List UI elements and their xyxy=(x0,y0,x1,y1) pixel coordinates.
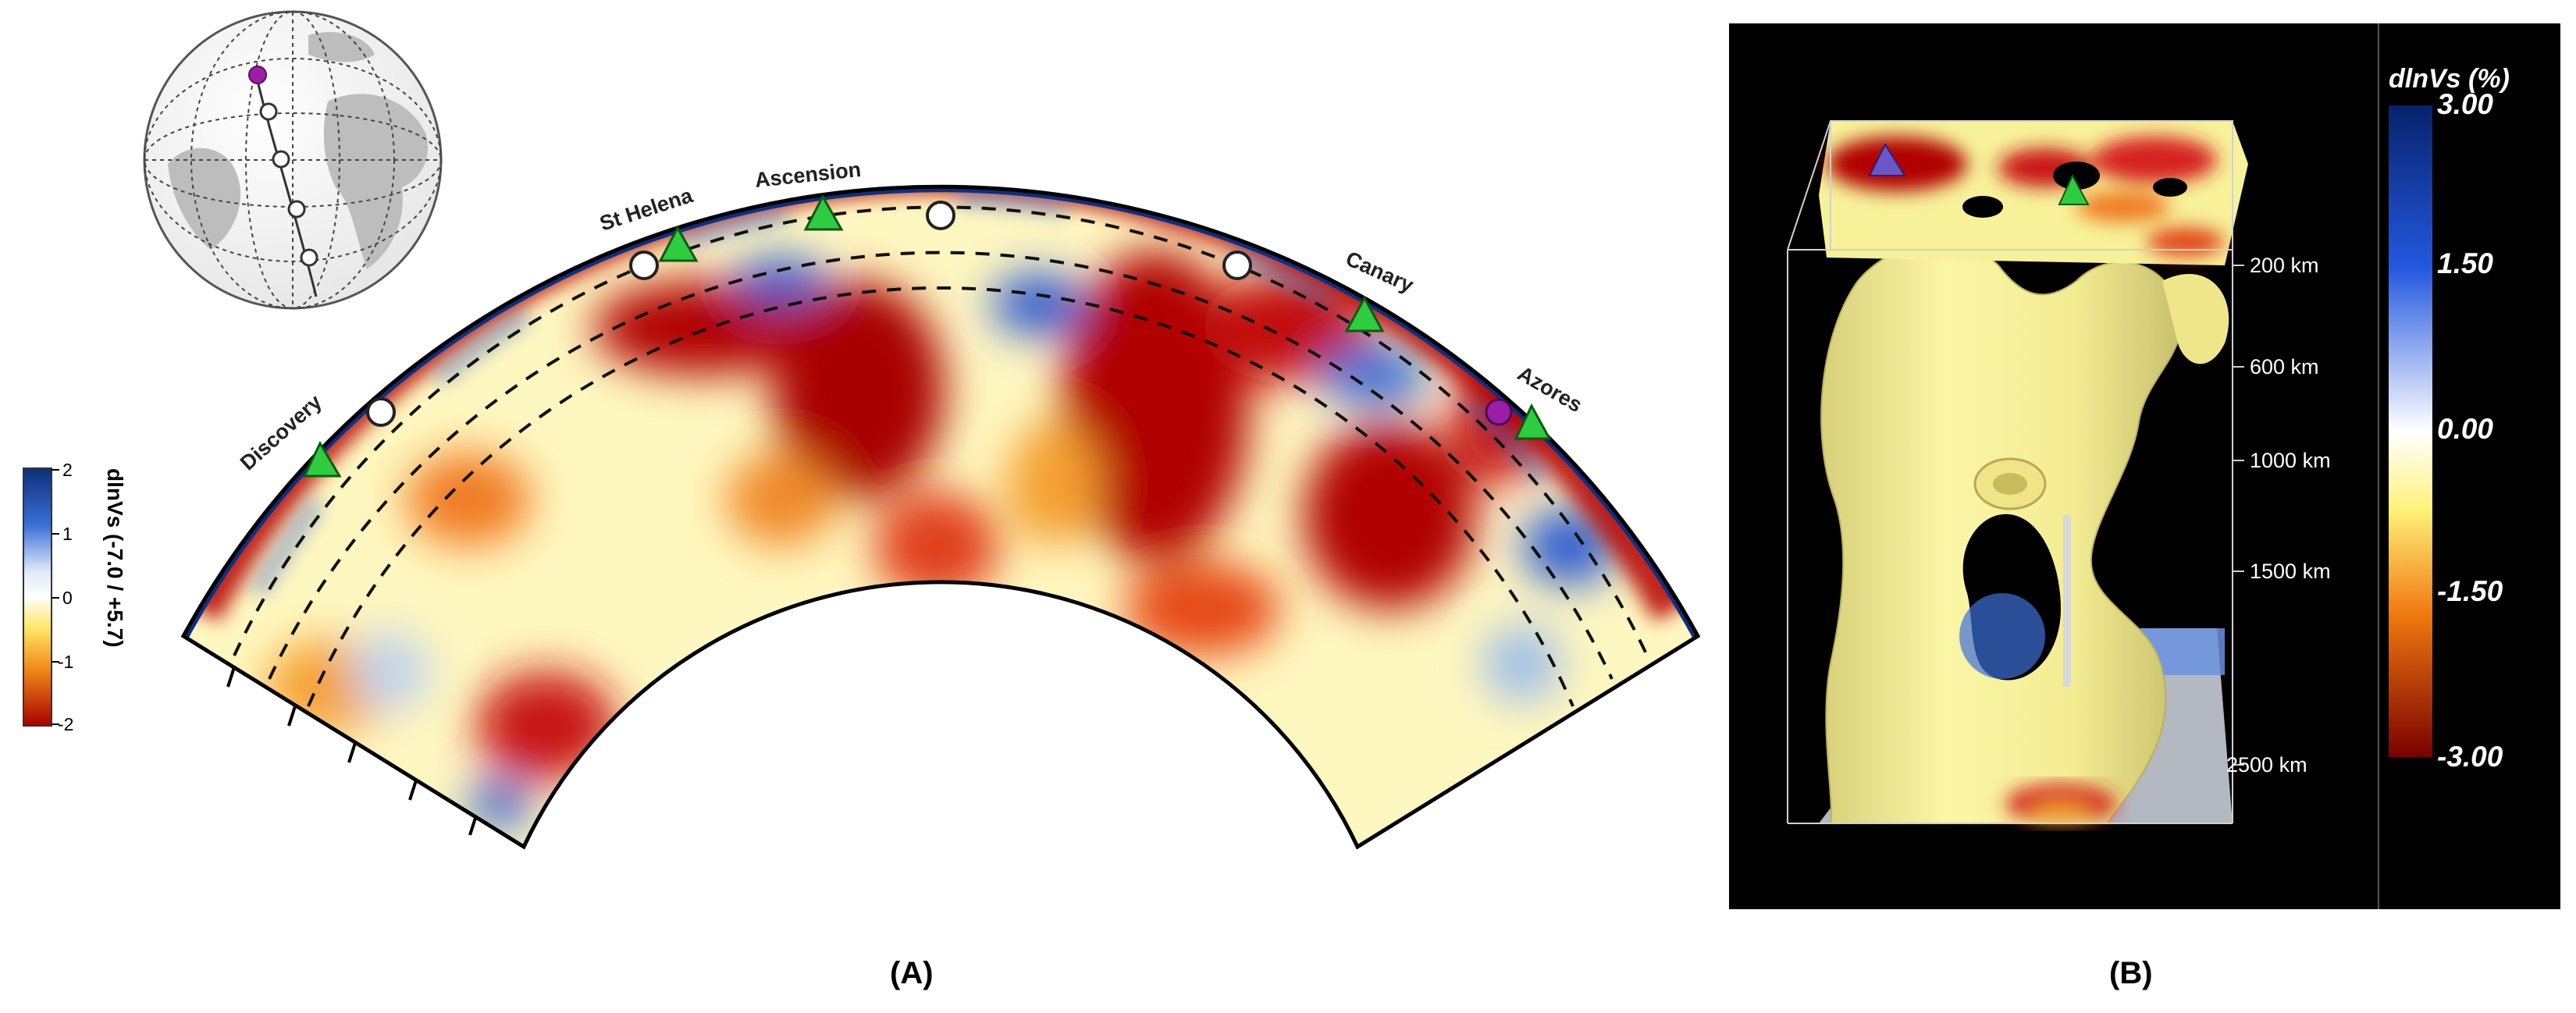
source-marker-3d xyxy=(1868,142,1906,176)
colorbar-b-tick-1-5: 1.50 xyxy=(2437,247,2493,279)
colorbar-b-title: dlnVs (%) xyxy=(2389,64,2510,94)
depth-labels: 200 km 600 km 1000 km 1500 km 2500 km xyxy=(2226,254,2331,777)
hotspot-label-azores: Azores xyxy=(1514,361,1586,417)
plume-isosurface-3d xyxy=(1787,120,2248,824)
depth-label-200: 200 km xyxy=(2250,254,2319,277)
colorbar-b-tick-neg3: -3.00 xyxy=(2437,741,2503,773)
colorbar-a-tick-neg1: -1 xyxy=(58,652,73,672)
panel-b-label: (B) xyxy=(2109,956,2153,990)
colorbar-a-tick-neg2: -2 xyxy=(58,714,73,734)
panel-a-label: (A) xyxy=(890,956,934,990)
colorbar-a-title: dlnVs (-7.0 / +5.7) xyxy=(103,468,127,648)
colorbar-b-tick-3: 3.00 xyxy=(2437,88,2493,120)
depth-label-1500: 1500 km xyxy=(2250,560,2331,583)
tomography-cross-section xyxy=(180,184,1701,850)
hotspot-markers xyxy=(302,194,1552,478)
depth-label-2500: 2500 km xyxy=(2226,753,2307,777)
colorbar-a: 2 1 0 -1 -2 dlnVs (-7.0 / +5.7) xyxy=(23,460,127,734)
hotspot-marker-canary xyxy=(1344,295,1385,332)
panel-a: Discovery St Helena Ascension Canary Azo… xyxy=(23,10,1701,990)
inset-globe xyxy=(143,10,443,310)
hotspot-marker-ascension xyxy=(803,194,844,231)
hotspot-label-canary: Canary xyxy=(1343,247,1418,297)
hotspot-marker-azores xyxy=(1514,403,1552,440)
depth-label-600: 600 km xyxy=(2250,355,2319,379)
hotspot-marker-3d xyxy=(2058,173,2090,205)
azores-source-marker xyxy=(1485,398,1513,426)
colorbar-b-tick-0: 0.00 xyxy=(2437,413,2493,445)
colorbar-b-tick-neg1-5: -1.50 xyxy=(2437,575,2503,607)
hotspot-marker-st-helena xyxy=(658,225,699,262)
colorbar-a-tick-1: 1 xyxy=(62,524,73,544)
panel-b: 200 km 600 km 1000 km 1500 km 2500 km dl… xyxy=(1729,23,2560,990)
hotspot-marker-discovery xyxy=(302,440,342,478)
hotspot-label-ascension: Ascension xyxy=(753,158,862,192)
colorbar-a-tick-2: 2 xyxy=(62,460,73,480)
colorbar-b: dlnVs (%) 3.00 1.50 0.00 -1.50 -3.00 xyxy=(2389,64,2510,773)
colorbar-a-tick-0: 0 xyxy=(62,588,73,608)
depth-label-1000: 1000 km xyxy=(2250,449,2331,472)
